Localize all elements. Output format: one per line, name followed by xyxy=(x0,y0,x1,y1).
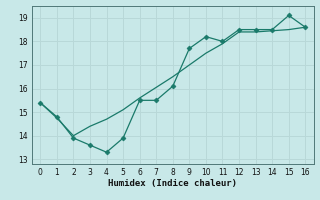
X-axis label: Humidex (Indice chaleur): Humidex (Indice chaleur) xyxy=(108,179,237,188)
